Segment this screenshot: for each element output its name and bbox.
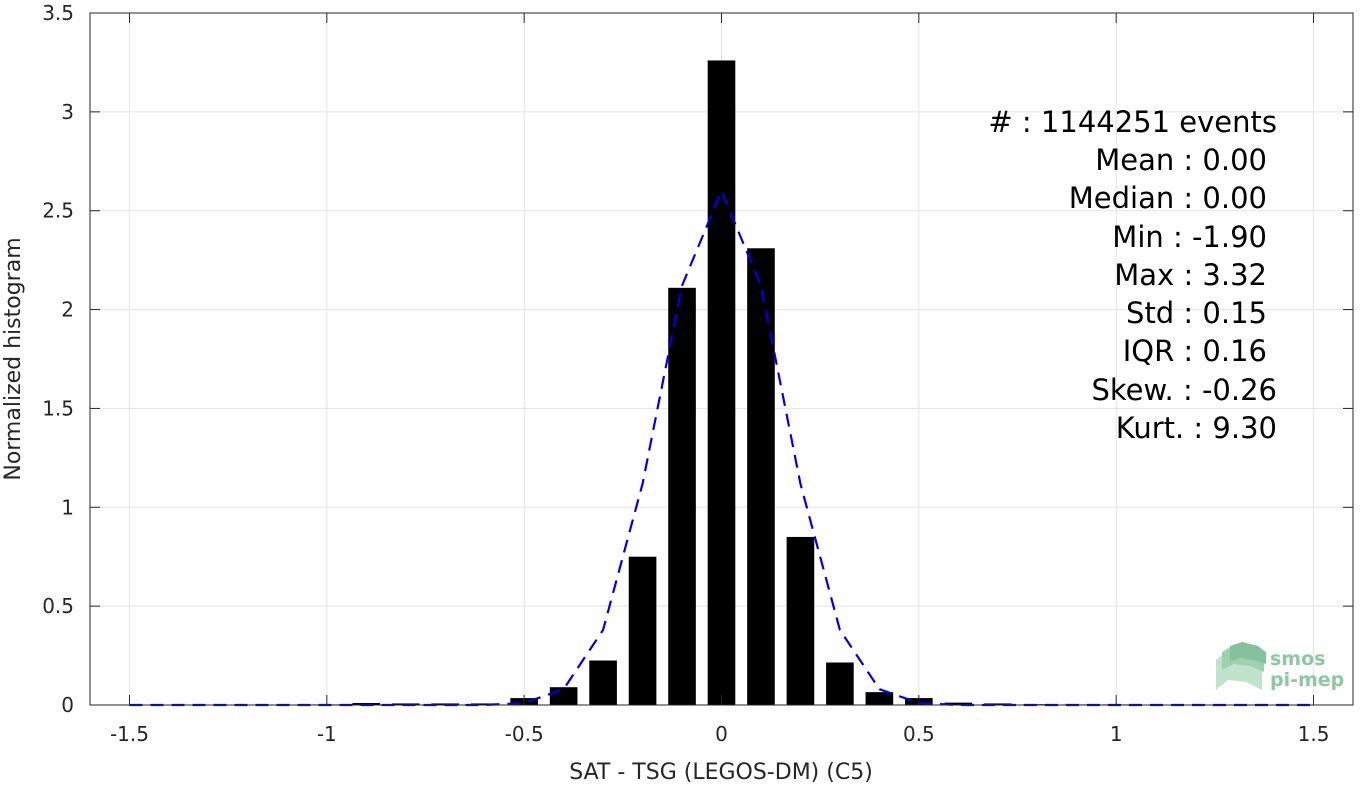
x-tick-label: 1 <box>1110 722 1123 746</box>
y-tick-label: 2.5 <box>42 199 74 223</box>
histogram-bar <box>668 287 696 705</box>
x-tick-label: -1.5 <box>110 722 149 746</box>
stat-iqr: IQR : 0.16 <box>1123 334 1267 368</box>
histogram-bars <box>115 60 1328 706</box>
histogram-bar <box>707 60 736 706</box>
y-tick-label: 1 <box>61 495 74 519</box>
histogram-bar <box>747 248 775 705</box>
y-tick-label: 0.5 <box>42 594 74 618</box>
stat-mean: Mean : 0.00 <box>1095 143 1267 177</box>
y-axis-ticks: 0 0.5 1 1.5 2 2.5 3 3.5 <box>42 1 1353 717</box>
logo-text-smos: smos <box>1270 648 1325 670</box>
x-axis-ticks: -1.5 -1 -0.5 0 0.5 1 1.5 <box>110 13 1329 746</box>
statistics-annotations: # : 1144251 events Mean : 0.00 Median : … <box>988 105 1277 445</box>
histogram-bar <box>786 536 815 705</box>
logo-icon <box>1216 642 1266 690</box>
stat-kurt: Kurt. : 9.30 <box>1116 411 1277 445</box>
y-tick-label: 0 <box>61 693 74 717</box>
histogram-bar <box>628 556 657 705</box>
x-axis-title: SAT - TSG (LEGOS-DM) (C5) <box>569 760 873 785</box>
x-tick-label: 0 <box>715 722 728 746</box>
x-tick-label: -1 <box>317 722 337 746</box>
x-tick-label: 1.5 <box>1298 722 1330 746</box>
histogram-bar <box>944 702 973 705</box>
histogram-bar <box>589 660 617 705</box>
y-tick-label: 3.5 <box>42 1 74 25</box>
histogram-bar <box>470 703 499 705</box>
x-tick-label: -0.5 <box>505 722 544 746</box>
y-tick-label: 1.5 <box>42 396 74 420</box>
histogram-bar <box>826 662 854 705</box>
histogram-bar <box>983 703 1012 705</box>
stat-events: # : 1144251 events <box>988 105 1277 139</box>
y-tick-label: 2 <box>61 298 74 322</box>
histogram-bar <box>549 687 578 705</box>
stat-min: Min : -1.90 <box>1112 220 1267 254</box>
histogram-bar <box>865 692 894 705</box>
stat-max: Max : 3.32 <box>1114 258 1267 292</box>
stat-skew: Skew. : -0.26 <box>1091 373 1277 407</box>
x-tick-label: 0.5 <box>903 722 935 746</box>
y-axis-title: Normalized histogram <box>1 237 26 480</box>
stat-std: Std : 0.15 <box>1126 296 1267 330</box>
smos-pimep-logo: smos pi-mep <box>1216 642 1344 691</box>
stat-median: Median : 0.00 <box>1069 181 1267 215</box>
logo-text-pimep: pi-mep <box>1270 669 1344 691</box>
y-tick-label: 3 <box>61 100 74 124</box>
